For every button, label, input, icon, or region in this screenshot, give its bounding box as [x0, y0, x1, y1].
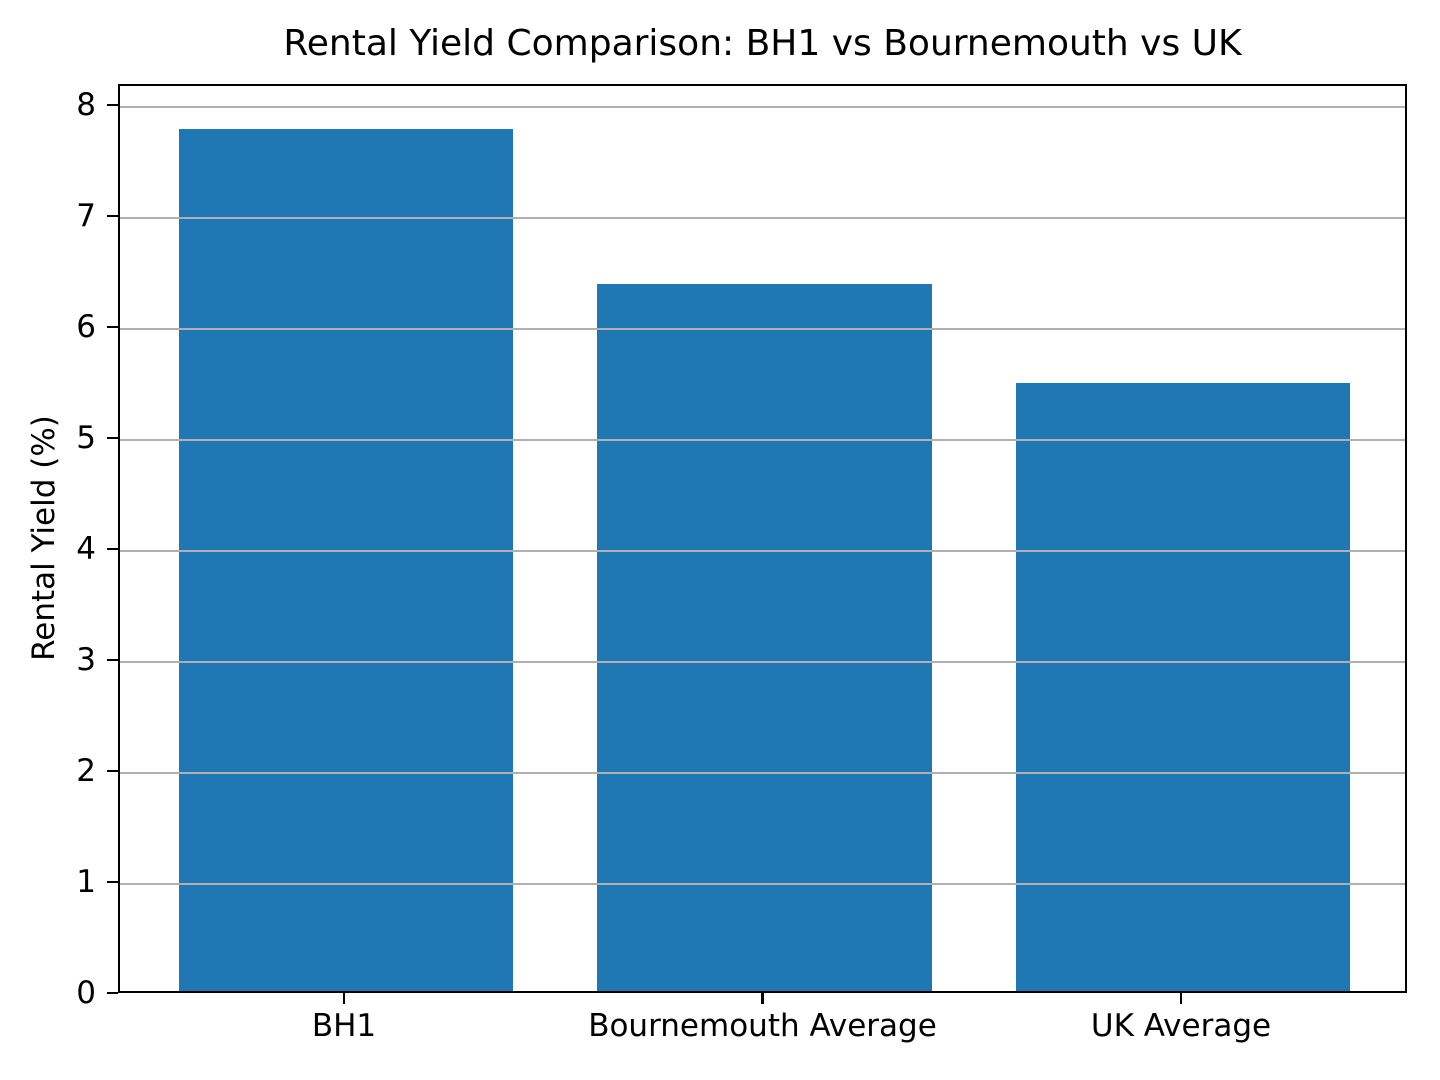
y-tick-label: 1 [76, 864, 96, 900]
y-tick-label: 8 [76, 87, 96, 124]
y-tick-mark [107, 991, 118, 995]
y-tick-label: 7 [76, 198, 96, 235]
y-tick-mark [107, 436, 118, 440]
chart-title: Rental Yield Comparison: BH1 vs Bournemo… [283, 23, 1242, 64]
bar-uk-average [1015, 383, 1351, 991]
x-tick-label-uk-average: UK Average [1090, 1008, 1272, 1044]
y-tick-mark [107, 658, 118, 662]
y-tick-mark [107, 214, 118, 218]
y-tick-label: 2 [76, 753, 96, 790]
y-tick-label: 6 [76, 309, 96, 346]
x-tick-mark [1179, 993, 1183, 1004]
y-tick-label: 5 [76, 420, 96, 457]
x-tick-mark [342, 993, 346, 1004]
plot-area [118, 84, 1407, 993]
y-tick-label: 0 [76, 975, 96, 1011]
y-tick-mark [107, 547, 118, 551]
x-tick-label-bh1: BH1 [311, 1008, 377, 1044]
bar-bournemouth-average [597, 283, 932, 991]
y-tick-label: 3 [76, 642, 96, 679]
y-tick-mark [107, 880, 118, 884]
bars-layer [120, 86, 1405, 991]
y-tick-label: 4 [76, 531, 96, 568]
y-tick-mark [107, 103, 118, 107]
y-tick-mark [107, 769, 118, 773]
x-tick-mark [761, 993, 764, 1004]
x-tick-label-bournemouth-average: Bournemouth Average [588, 1008, 937, 1044]
y-tick-mark [107, 325, 118, 329]
bar-bh1 [178, 129, 514, 991]
